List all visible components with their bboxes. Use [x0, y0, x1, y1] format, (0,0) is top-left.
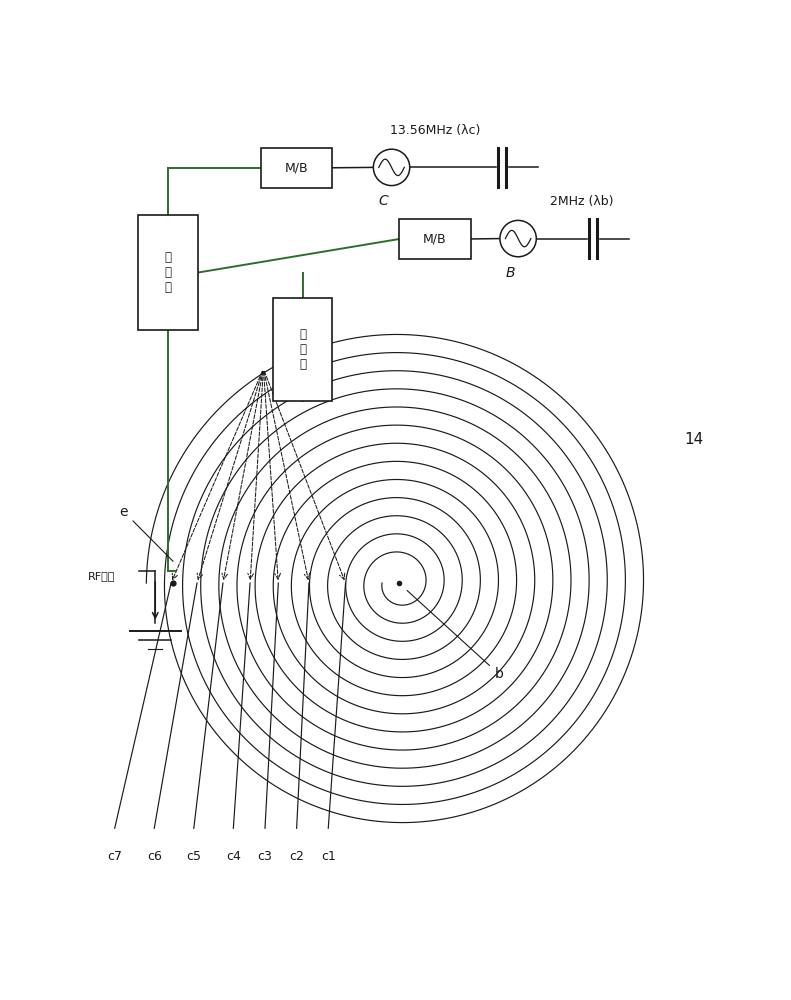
- Text: c5: c5: [187, 850, 201, 863]
- Bar: [399, 219, 471, 259]
- Text: 2MHz (λb): 2MHz (λb): [550, 195, 613, 208]
- Text: M/B: M/B: [285, 161, 308, 174]
- Bar: [138, 215, 198, 330]
- Text: C: C: [379, 194, 388, 208]
- Text: c3: c3: [258, 850, 272, 863]
- Text: c7: c7: [108, 850, 122, 863]
- Text: 14: 14: [684, 432, 703, 447]
- Circle shape: [500, 220, 536, 257]
- Circle shape: [373, 149, 410, 186]
- Bar: [273, 298, 332, 401]
- Text: 13.56MHz (λc): 13.56MHz (λc): [390, 124, 480, 137]
- Text: RF输出: RF输出: [88, 571, 115, 581]
- Text: B: B: [505, 266, 515, 280]
- Bar: [261, 148, 332, 188]
- Text: c1: c1: [321, 850, 335, 863]
- Text: b: b: [407, 590, 503, 681]
- Text: 滤
波
器: 滤 波 器: [165, 251, 172, 294]
- Text: c2: c2: [290, 850, 304, 863]
- Text: 滤
波
器: 滤 波 器: [299, 328, 306, 371]
- Text: c6: c6: [147, 850, 161, 863]
- Text: c4: c4: [226, 850, 240, 863]
- Text: e: e: [119, 505, 173, 561]
- Text: M/B: M/B: [423, 232, 447, 245]
